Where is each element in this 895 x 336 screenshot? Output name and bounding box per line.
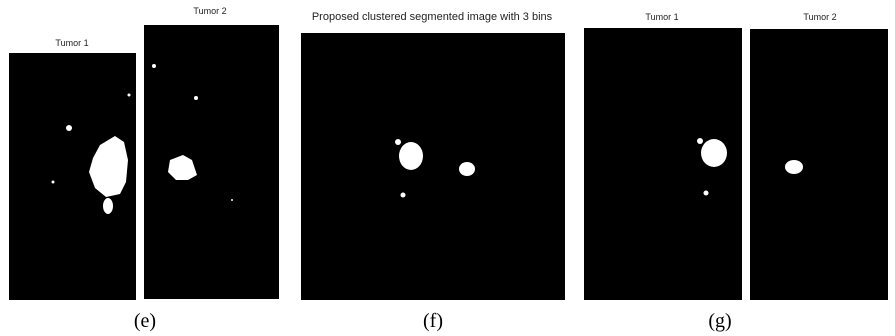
panel-title: Proposed clustered segmented image with …	[312, 11, 553, 23]
tumor-blob	[785, 160, 803, 174]
caption: (e)	[134, 310, 156, 332]
figure-svg: Tumor 1 Tumor 2 (e) Proposed clustered s…	[0, 0, 895, 336]
tumor-blob	[701, 139, 727, 167]
speck	[194, 96, 198, 100]
tumor-blob	[399, 142, 423, 170]
segmented-image	[144, 25, 279, 299]
segmented-image	[750, 29, 888, 300]
caption: (f)	[423, 310, 443, 332]
segmented-image	[301, 33, 565, 300]
speck	[52, 181, 55, 184]
speck	[152, 64, 156, 68]
tumor-blob	[103, 198, 113, 214]
tumor-blob	[459, 162, 475, 176]
speck	[401, 193, 406, 198]
speck	[231, 199, 233, 201]
speck	[395, 139, 401, 145]
image-label: Tumor 1	[645, 12, 678, 22]
speck	[697, 138, 703, 144]
caption: (g)	[708, 310, 731, 332]
image-label: Tumor 2	[803, 12, 836, 22]
speck	[704, 191, 709, 196]
figure: Tumor 1 Tumor 2 (e) Proposed clustered s…	[0, 0, 895, 336]
image-label: Tumor 2	[193, 6, 226, 16]
image-label: Tumor 1	[55, 38, 88, 48]
speck	[66, 125, 72, 131]
speck	[128, 94, 131, 97]
